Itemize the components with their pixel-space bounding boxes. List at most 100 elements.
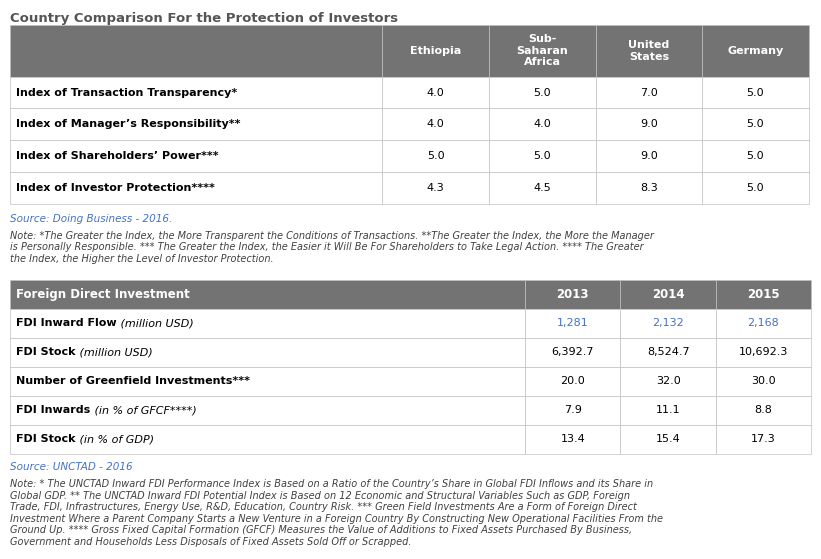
Bar (10, 280, 525, 309)
Bar (10, 172, 383, 204)
Text: (million USD): (million USD) (76, 347, 153, 357)
Bar (595, 172, 702, 204)
Text: (in % of GFCF****): (in % of GFCF****) (90, 405, 196, 415)
Bar (489, 140, 595, 172)
Text: 5.0: 5.0 (427, 151, 444, 161)
Bar (716, 309, 811, 338)
Text: 4.0: 4.0 (427, 88, 445, 97)
Bar (10, 425, 525, 454)
Text: Index of Transaction Transparency*: Index of Transaction Transparency* (16, 88, 237, 97)
Bar (383, 108, 489, 140)
Text: 13.4: 13.4 (561, 434, 585, 444)
Bar (702, 108, 809, 140)
Text: 9.0: 9.0 (640, 120, 658, 129)
Bar (595, 25, 702, 77)
Text: FDI Stock: FDI Stock (16, 434, 76, 444)
Text: 11.1: 11.1 (656, 405, 681, 415)
Text: 5.0: 5.0 (746, 151, 764, 161)
Text: 5.0: 5.0 (534, 151, 551, 161)
Text: FDI Inwards: FDI Inwards (16, 405, 90, 415)
Bar (10, 25, 383, 77)
Text: 30.0: 30.0 (751, 376, 776, 386)
Bar (702, 140, 809, 172)
Text: Note: *The Greater the Index, the More Transparent the Conditions of Transaction: Note: *The Greater the Index, the More T… (10, 231, 654, 264)
Bar (383, 77, 489, 108)
Bar (10, 108, 383, 140)
Bar (525, 309, 621, 338)
Bar (10, 77, 383, 108)
Bar (489, 172, 595, 204)
Text: 32.0: 32.0 (656, 376, 681, 386)
Text: 4.5: 4.5 (534, 183, 551, 193)
Bar (489, 108, 595, 140)
Bar (702, 77, 809, 108)
Text: 4.0: 4.0 (427, 120, 445, 129)
Bar (716, 367, 811, 396)
Bar (10, 367, 525, 396)
Text: 5.0: 5.0 (746, 88, 764, 97)
Text: Sub-
Saharan
Africa: Sub- Saharan Africa (516, 34, 568, 68)
Text: FDI Inward Flow: FDI Inward Flow (16, 318, 117, 328)
Text: 2015: 2015 (747, 287, 780, 301)
Bar (383, 25, 489, 77)
Bar (716, 425, 811, 454)
Bar (621, 425, 716, 454)
Text: 5.0: 5.0 (746, 120, 764, 129)
Bar (621, 309, 716, 338)
Text: Source: UNCTAD - 2016: Source: UNCTAD - 2016 (10, 462, 132, 472)
Text: 7.9: 7.9 (564, 405, 582, 415)
Bar (595, 140, 702, 172)
Text: Index of Manager’s Responsibility**: Index of Manager’s Responsibility** (16, 120, 241, 129)
Text: 10,692.3: 10,692.3 (739, 347, 788, 357)
Text: 8.8: 8.8 (754, 405, 773, 415)
Text: 20.0: 20.0 (561, 376, 585, 386)
Text: Germany: Germany (727, 46, 783, 56)
Text: 15.4: 15.4 (656, 434, 681, 444)
Bar (10, 338, 525, 367)
Text: Index of Investor Protection****: Index of Investor Protection**** (16, 183, 215, 193)
Bar (10, 140, 383, 172)
Text: 2,132: 2,132 (652, 318, 684, 328)
Text: 2,168: 2,168 (748, 318, 779, 328)
Bar (702, 25, 809, 77)
Bar (525, 367, 621, 396)
Bar (716, 396, 811, 425)
Text: 17.3: 17.3 (751, 434, 776, 444)
Bar (525, 280, 621, 309)
Bar (489, 25, 595, 77)
Text: 2014: 2014 (652, 287, 685, 301)
Text: 4.3: 4.3 (427, 183, 445, 193)
Bar (621, 367, 716, 396)
Text: 4.0: 4.0 (534, 120, 551, 129)
Bar (10, 309, 525, 338)
Text: 7.0: 7.0 (640, 88, 658, 97)
Text: 1,281: 1,281 (557, 318, 589, 328)
Text: 9.0: 9.0 (640, 151, 658, 161)
Bar (489, 77, 595, 108)
Text: Note: * The UNCTAD Inward FDI Performance Index is Based on a Ratio of the Count: Note: * The UNCTAD Inward FDI Performanc… (10, 479, 663, 547)
Text: 5.0: 5.0 (746, 183, 764, 193)
Text: Index of Shareholders’ Power***: Index of Shareholders’ Power*** (16, 151, 219, 161)
Bar (702, 172, 809, 204)
Text: 8.3: 8.3 (640, 183, 658, 193)
Bar (10, 396, 525, 425)
Text: Foreign Direct Investment: Foreign Direct Investment (16, 287, 190, 301)
Text: 2013: 2013 (557, 287, 589, 301)
Bar (621, 396, 716, 425)
Bar (595, 108, 702, 140)
Bar (716, 280, 811, 309)
Text: Number of Greenfield Investments***: Number of Greenfield Investments*** (16, 376, 250, 386)
Bar (525, 396, 621, 425)
Text: 6,392.7: 6,392.7 (552, 347, 594, 357)
Text: Ethiopia: Ethiopia (410, 46, 461, 56)
Text: Country Comparison For the Protection of Investors: Country Comparison For the Protection of… (10, 12, 398, 25)
Bar (525, 425, 621, 454)
Bar (621, 280, 716, 309)
Text: Source: Doing Business - 2016.: Source: Doing Business - 2016. (10, 214, 172, 224)
Text: 8,524.7: 8,524.7 (647, 347, 690, 357)
Bar (383, 172, 489, 204)
Bar (621, 338, 716, 367)
Text: 5.0: 5.0 (534, 88, 551, 97)
Bar (716, 338, 811, 367)
Bar (525, 338, 621, 367)
